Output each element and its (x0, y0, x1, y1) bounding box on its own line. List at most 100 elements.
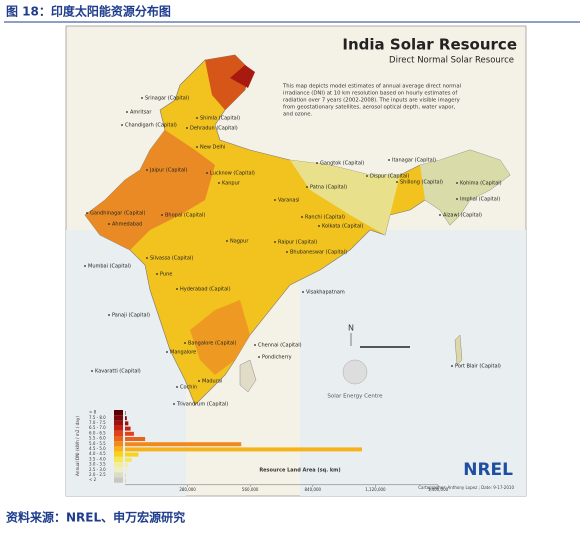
city-label: Mumbai (Capital) (88, 264, 131, 270)
city-dot (121, 124, 123, 126)
header-title: 图 18：印度太阳能资源分布图 (6, 4, 171, 19)
city-dot (286, 251, 288, 253)
city-dot (198, 380, 200, 382)
city-dot (196, 146, 198, 148)
description-line: from geostationary satellites, aerosol o… (283, 105, 456, 111)
city-dot (456, 182, 458, 184)
x-tick-label: 280,000 (179, 487, 196, 492)
city-label: Visakhapatnam (306, 290, 345, 296)
city-label: Mangalore (170, 350, 196, 356)
city-label: Dehradun (Capital) (190, 126, 238, 132)
city-label: Madurai (202, 379, 222, 385)
city-dot (166, 351, 168, 353)
x-tick-label: 1,400,000 (428, 487, 449, 492)
city-label: Varanasi (278, 198, 299, 204)
city-dot (91, 370, 93, 372)
city-dot (108, 314, 110, 316)
city-dot (86, 212, 88, 214)
city-dot (173, 403, 175, 405)
city-label: Ranchi (Capital) (305, 215, 345, 221)
city-label: Bhopal (Capital) (165, 213, 205, 219)
scale-bar (360, 346, 410, 348)
city-dot (226, 240, 228, 242)
footer-source: 资料来源：NREL、申万宏源研究 (6, 510, 185, 525)
x-tick-label: 560,000 (242, 487, 259, 492)
city-label: Shimla (Capital) (200, 116, 240, 122)
city-label: Cochin (180, 385, 197, 391)
city-dot (316, 162, 318, 164)
city-label: Imphal (Capital) (460, 197, 500, 203)
city-dot (184, 342, 186, 344)
city-dot (439, 214, 441, 216)
city-label: Port Blair (Capital) (455, 364, 501, 370)
legend-swatch (114, 436, 123, 441)
city-label: Ahmedabad (112, 222, 142, 228)
land-area-bar (125, 453, 138, 457)
legend-swatch (114, 457, 123, 462)
land-area-bar (125, 432, 134, 436)
land-area-bar (125, 421, 128, 425)
emblem (343, 360, 367, 384)
legend-swatch (114, 462, 123, 467)
legend-swatch (114, 446, 123, 451)
land-area-bar (125, 447, 362, 451)
city-dot (108, 223, 110, 225)
city-dot (176, 386, 178, 388)
legend-swatch (114, 410, 123, 415)
city-label: Srinagar (Capital) (145, 96, 189, 102)
city-dot (302, 291, 304, 293)
city-label: New Delhi (200, 145, 225, 151)
city-label: Bhubaneswar (Capital) (290, 250, 347, 256)
description-line: This map depicts model estimates of annu… (282, 84, 461, 90)
city-dot (146, 257, 148, 259)
land-area-bar (125, 463, 128, 467)
city-dot (196, 117, 198, 119)
city-label: Gandhinagar (Capital) (90, 211, 145, 217)
x-tick-label: 840,000 (305, 487, 322, 492)
city-label: Amritsar (130, 110, 152, 116)
city-label: Nagpur (230, 239, 249, 245)
city-label: Pondicherry (262, 355, 292, 361)
land-area-bar (125, 468, 127, 472)
legend-swatch (114, 420, 123, 425)
city-label: Silvassa (Capital) (150, 256, 193, 262)
city-dot (84, 265, 86, 267)
agency: Solar Energy Centre (327, 394, 383, 400)
city-dot (388, 159, 390, 161)
city-dot (318, 225, 320, 227)
city-label: Kohima (Capital) (460, 181, 502, 187)
city-dot (146, 169, 148, 171)
map-title: India Solar Resource (342, 36, 517, 54)
land-area-bar (125, 437, 145, 441)
city-dot (126, 111, 128, 113)
city-dot (186, 127, 188, 129)
logo: NREL (463, 460, 513, 480)
legend-y-label: Annual DNI (kWh / m2 / day) (75, 416, 80, 476)
city-dot (396, 181, 398, 183)
city-dot (274, 241, 276, 243)
city-dot (206, 172, 208, 174)
land-area-bar (125, 473, 126, 477)
city-label: Kavaratti (Capital) (95, 369, 141, 375)
city-label: Kolkata (Capital) (322, 224, 363, 230)
legend-x-label: Resource Land Area (sq. km) (259, 468, 340, 474)
city-dot (161, 214, 163, 216)
legend-swatch (114, 467, 123, 472)
city-label: Gangtok (Capital) (320, 161, 364, 167)
city-label: Jaipur (Capital) (149, 168, 187, 174)
legend-swatch (114, 426, 123, 431)
legend-swatch (114, 478, 123, 483)
x-tick-label: 1,120,000 (365, 487, 386, 492)
city-label: Hyderabad (Capital) (180, 287, 231, 293)
description-line: radiation over 7 years (2002-2008). The … (283, 98, 460, 104)
city-dot (218, 182, 220, 184)
legend-swatch (114, 431, 123, 436)
city-label: Panaji (Capital) (112, 313, 150, 319)
legend-swatch (114, 441, 123, 446)
land-area-bar (125, 479, 126, 483)
city-label: Chennai (Capital) (258, 343, 302, 349)
city-label: Patna (Capital) (310, 185, 347, 191)
city-dot (301, 216, 303, 218)
city-label: Lucknow (Capital) (210, 171, 255, 177)
